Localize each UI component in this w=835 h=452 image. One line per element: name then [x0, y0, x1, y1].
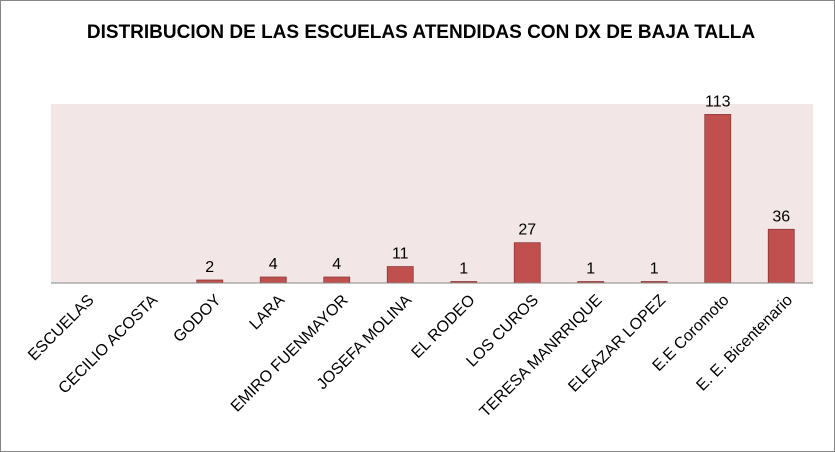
- category-label-6: EL RODEO: [409, 292, 479, 362]
- plot-area: [51, 104, 813, 283]
- data-label-10: 113: [705, 93, 731, 110]
- data-label-7: 27: [518, 222, 536, 239]
- data-label-5: 11: [392, 246, 409, 263]
- chart-title: DISTRIBUCION DE LAS ESCUELAS ATENDIDAS C…: [86, 22, 756, 43]
- category-label-8: TERESA MANRRIQUE: [477, 292, 606, 421]
- bar-5: [386, 266, 414, 284]
- data-label-11: 36: [772, 208, 790, 225]
- data-label-6: 1: [459, 261, 468, 278]
- category-label-2: GODOY: [170, 292, 224, 346]
- data-label-8: 1: [586, 261, 595, 278]
- data-label-3: 4: [269, 256, 278, 273]
- data-label-9: 1: [650, 261, 659, 278]
- bar-7: [513, 242, 541, 284]
- bar-3: [259, 276, 287, 284]
- category-label-3: LARA: [247, 292, 289, 334]
- bar-10: [704, 114, 732, 284]
- bars-group: [196, 114, 795, 284]
- bar-4: [323, 276, 351, 284]
- data-label-4: 4: [332, 256, 341, 273]
- data-label-2: 2: [205, 259, 214, 276]
- category-label-4: EMIRO FUENMAYOR: [228, 292, 352, 416]
- bar-11: [767, 228, 795, 284]
